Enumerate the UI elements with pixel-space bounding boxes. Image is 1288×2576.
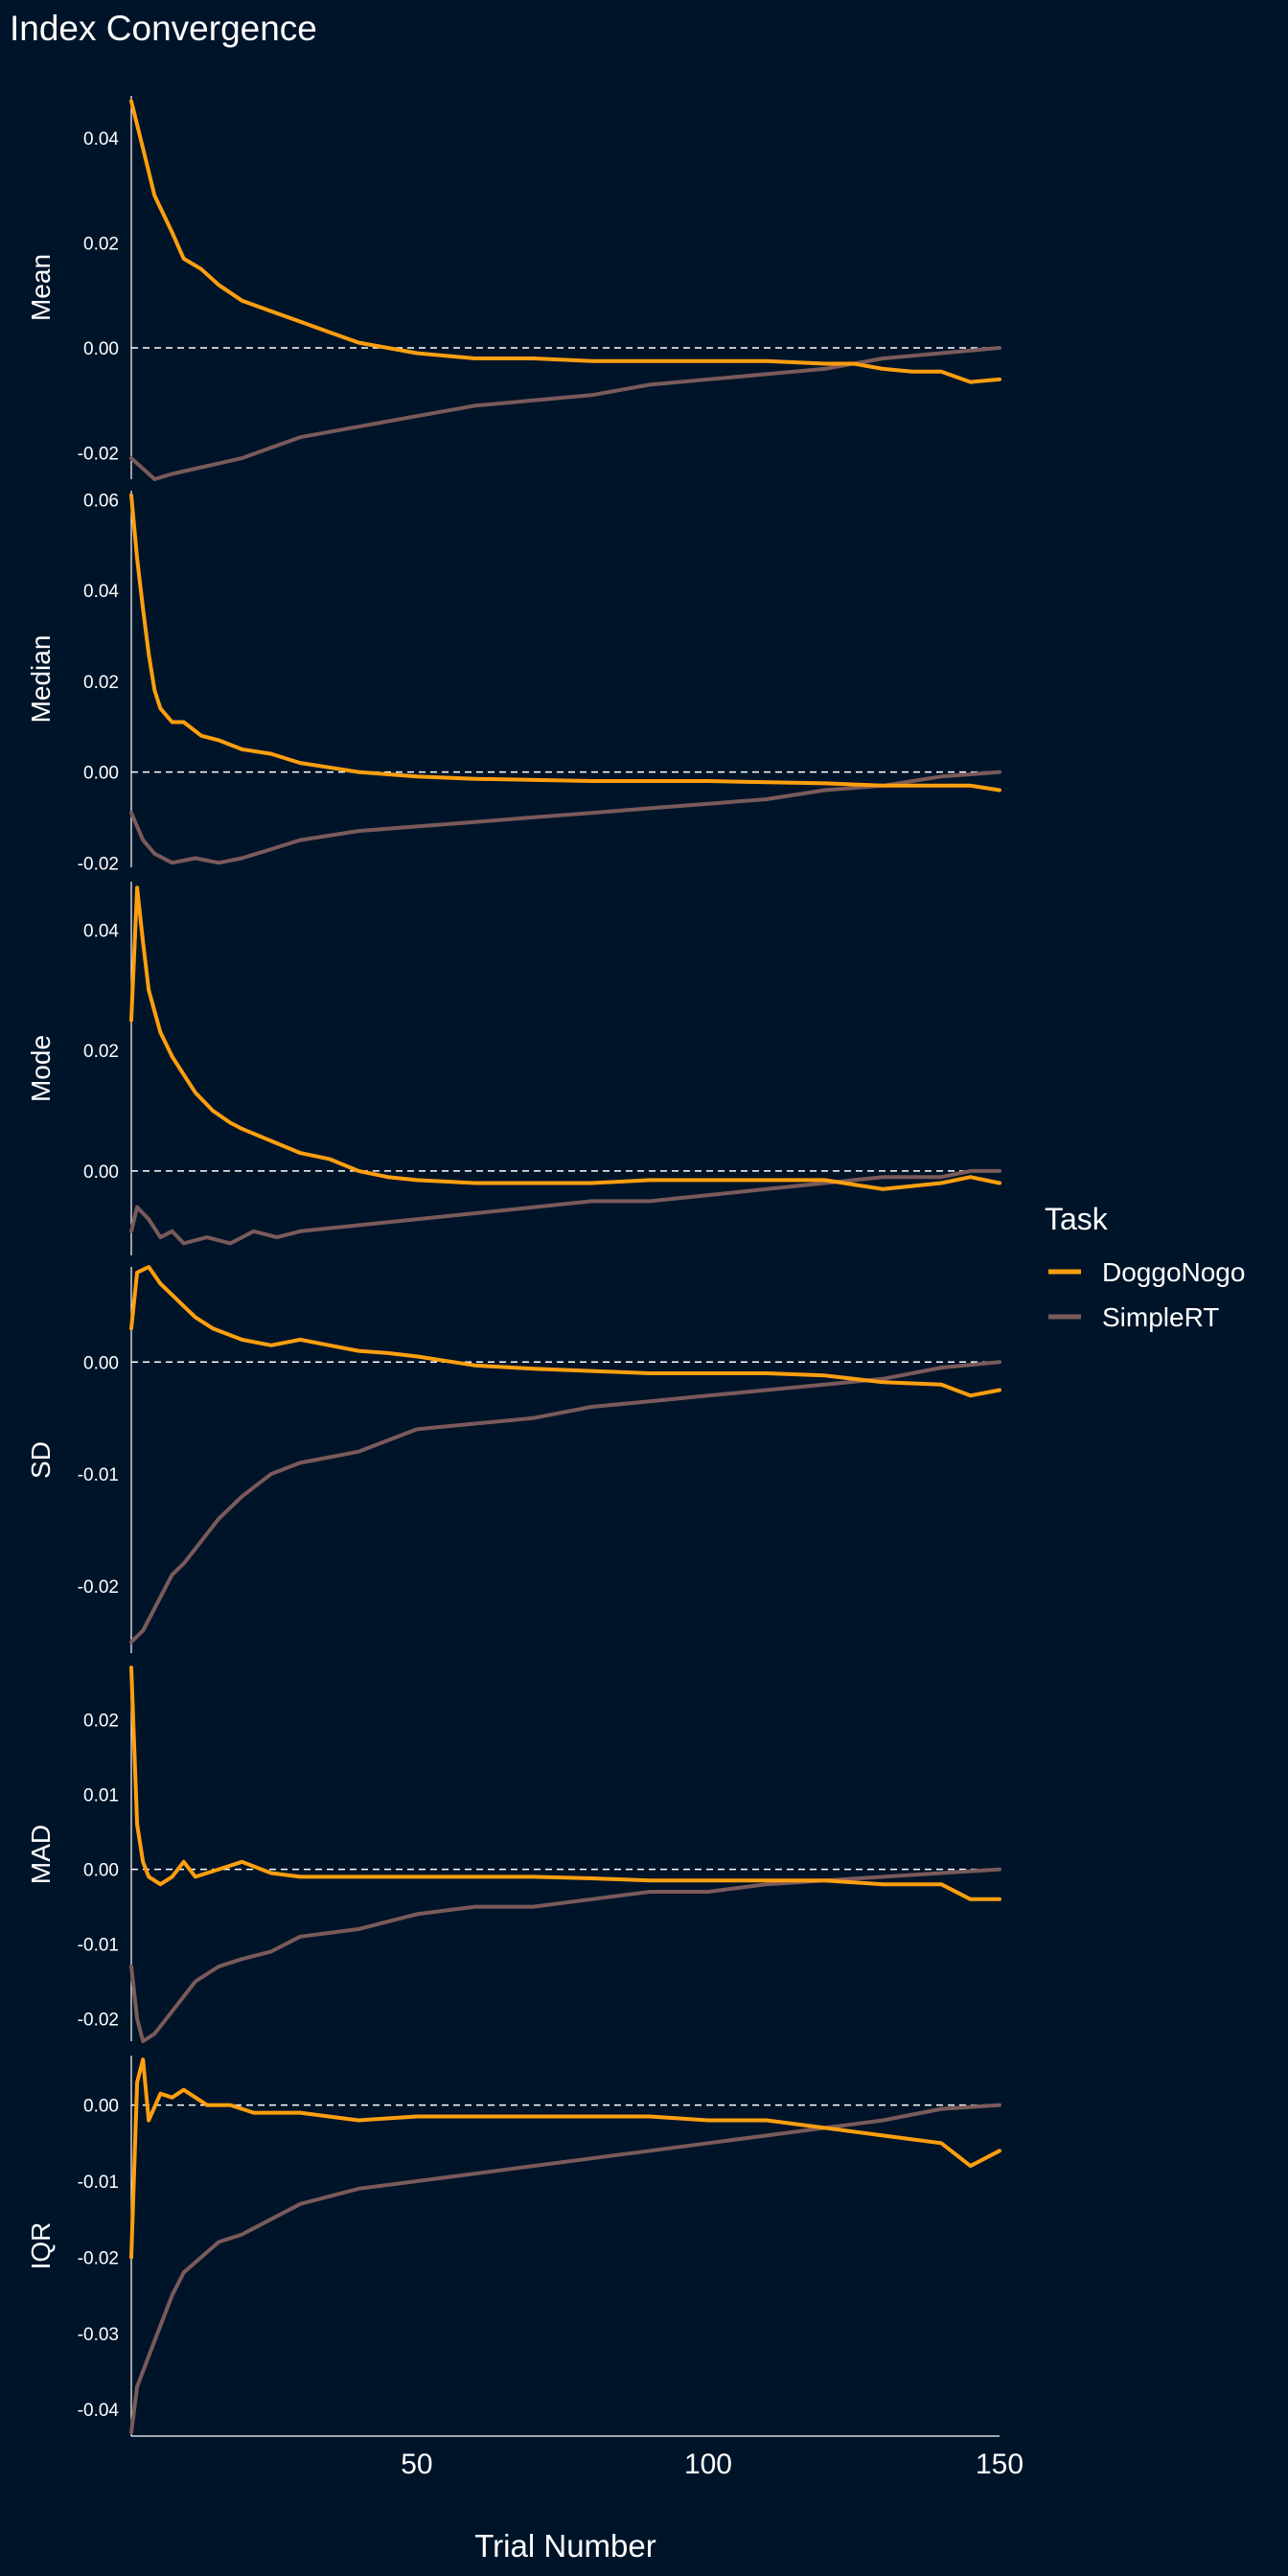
facet-mean: -0.02 0.00 0.02 0.04 Mean [26, 96, 1001, 481]
series-line-simplert-sd [129, 1360, 1001, 1644]
y-tick-label: 0.04 [83, 921, 119, 941]
y-tick-label: 0.02 [83, 673, 119, 693]
x-axis: 50 100 150 [131, 2435, 1024, 2480]
x-tick-label: 100 [684, 2449, 732, 2480]
legend-title: Task [1045, 1202, 1109, 1236]
y-tick-label: 0.00 [83, 339, 119, 359]
chart-title: Index Convergence [10, 9, 317, 48]
series-line-simplert-median [129, 770, 1001, 865]
facet-label-median: Median [26, 635, 56, 724]
y-tick-label: -0.03 [78, 2325, 119, 2345]
y-tick-label: -0.01 [78, 2173, 119, 2193]
y-tick-label: -0.02 [78, 854, 119, 874]
x-axis-label: Trial Number [474, 2528, 656, 2564]
legend-label-doggonogo: DoggoNogo [1102, 1257, 1245, 1287]
facet-panels: -0.020.000.020.04Mean-0.020.000.020.040.… [26, 96, 1024, 2480]
facet-median: -0.02 0.00 0.02 0.04 0.06 Median [26, 491, 1001, 874]
facet-label-iqr: IQR [26, 2222, 56, 2270]
y-tick-label: 0.00 [83, 1353, 119, 1373]
y-tick-label: -0.04 [78, 2401, 120, 2421]
facet-sd: -0.02 -0.01 0.00 SD [26, 1265, 1001, 1653]
series-line-doggonogo-iqr [129, 2058, 1001, 2260]
y-tick-label: -0.01 [78, 1465, 119, 1485]
y-tick-label: 0.00 [83, 1162, 119, 1183]
y-tick-label: -0.02 [78, 1577, 119, 1598]
y-tick-label: 0.00 [83, 1861, 119, 1881]
series-line-doggonogo-sd [129, 1265, 1001, 1398]
legend-label-simplert: SimpleRT [1102, 1302, 1219, 1332]
y-tick-label: 0.04 [83, 129, 119, 150]
y-tick-label: 0.06 [83, 491, 119, 511]
facet-label-mode: Mode [26, 1035, 56, 1102]
series-line-simplert-mean [129, 346, 1001, 481]
facet-label-mad: MAD [26, 1825, 56, 1884]
x-tick-label: 50 [401, 2449, 432, 2480]
series-line-simplert-iqr [129, 2103, 1001, 2434]
facet-label-mean: Mean [26, 254, 56, 321]
y-tick-label: 0.00 [83, 764, 119, 784]
facet-iqr: -0.04 -0.03 -0.02 -0.01 0.00 IQR [26, 2056, 1001, 2436]
y-tick-label: -0.02 [78, 2248, 119, 2268]
series-line-doggonogo-mean [129, 99, 1001, 384]
y-tick-label: 0.02 [83, 1712, 119, 1732]
y-tick-label: -0.01 [78, 1936, 119, 1956]
series-line-doggonogo-median [129, 493, 1001, 793]
facet-mode: 0.00 0.02 0.04 Mode [26, 882, 1001, 1255]
series-line-doggonogo-mode [129, 886, 1001, 1191]
y-tick-label: 0.01 [83, 1786, 119, 1806]
y-tick-label: -0.02 [78, 2011, 119, 2031]
legend: Task DoggoNogo SimpleRT [1045, 1202, 1245, 1332]
y-tick-label: 0.02 [83, 234, 119, 254]
y-tick-label: 0.04 [83, 582, 119, 602]
series-line-doggonogo-mad [129, 1666, 1001, 1901]
facet-label-sd: SD [26, 1441, 56, 1479]
y-tick-label: 0.02 [83, 1042, 119, 1062]
y-tick-label: 0.00 [83, 2097, 119, 2117]
y-tick-label: -0.02 [78, 445, 119, 465]
x-tick-label: 150 [976, 2449, 1024, 2480]
facet-mad: -0.02 -0.01 0.00 0.01 0.02 MAD [26, 1666, 1001, 2043]
